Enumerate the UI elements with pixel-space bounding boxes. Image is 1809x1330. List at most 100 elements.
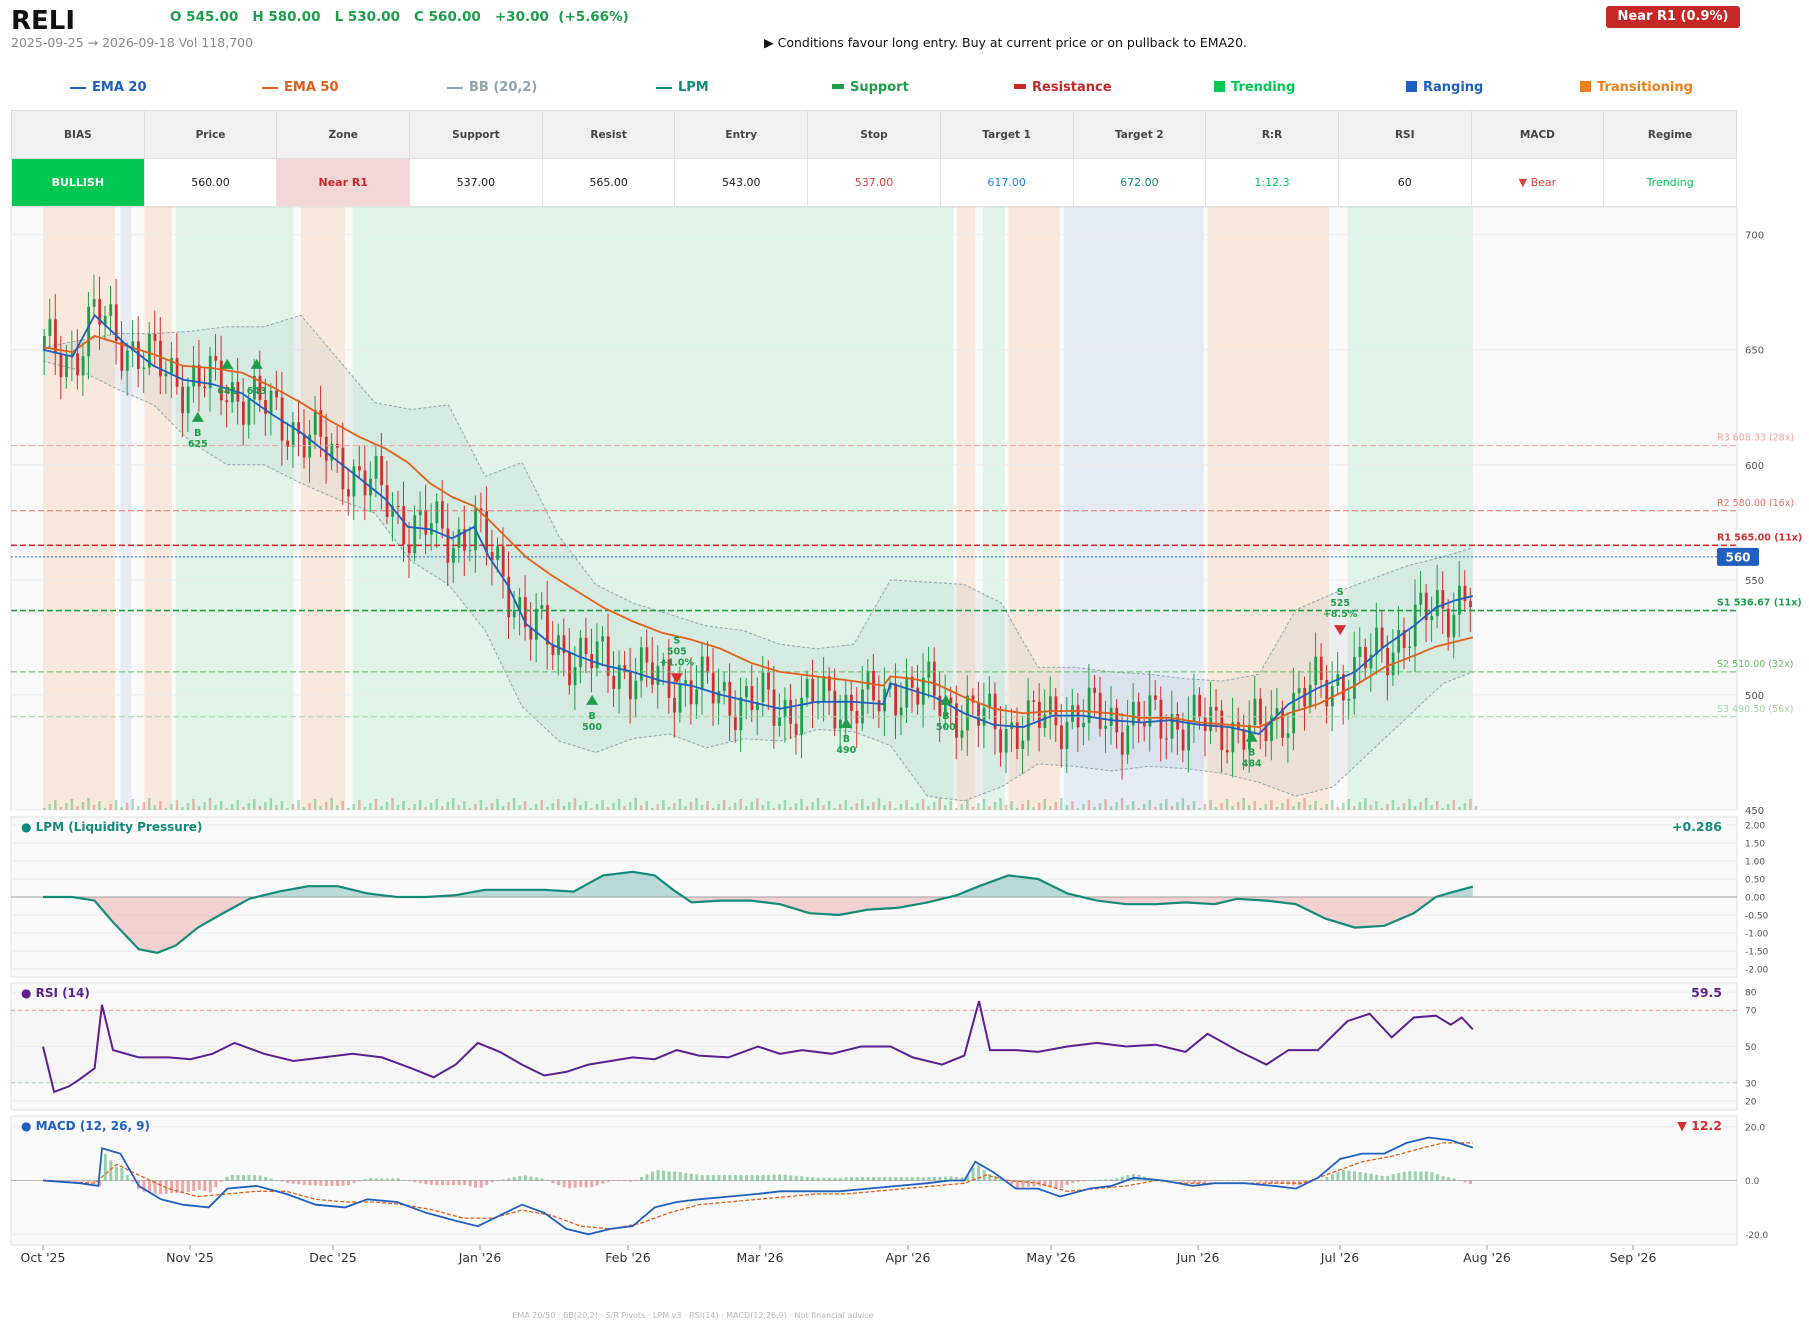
summary-header-cell: Target 2 <box>1072 110 1207 159</box>
candle-body <box>457 529 461 548</box>
candle-body <box>490 552 494 561</box>
candle-body <box>717 691 721 704</box>
marker-label: +1.0% <box>660 657 695 668</box>
candle-body <box>407 544 411 554</box>
volume-bar <box>341 801 344 810</box>
rsi-value: 59.5 <box>1691 985 1722 1000</box>
volume-bar <box>385 802 389 810</box>
volume-bar <box>761 805 765 810</box>
legend-item-resistance: Resistance <box>1014 80 1112 95</box>
volume-bar <box>1203 804 1207 810</box>
macd-histogram-bar <box>435 1180 439 1186</box>
summary-value-cell: 537.00 <box>409 158 543 207</box>
candle-body <box>485 511 488 553</box>
volume-bar <box>175 800 179 810</box>
lpm-value: +0.286 <box>1672 819 1722 834</box>
macd-histogram-bar <box>733 1175 737 1181</box>
candle-body <box>678 683 682 713</box>
price-tick-label: 450 <box>1745 806 1764 817</box>
macd-histogram-bar <box>529 1176 533 1181</box>
marker-label: 525 <box>1330 598 1350 609</box>
volume-bar <box>418 800 422 810</box>
volume-bar <box>546 807 549 810</box>
macd-histogram-bar <box>601 1180 605 1184</box>
volume-bar <box>59 807 63 810</box>
marker-label: 641 <box>217 386 237 397</box>
volume-bar <box>584 801 588 810</box>
candle-body <box>70 353 74 356</box>
macd-histogram-bar <box>407 1180 411 1182</box>
volume-bar <box>722 800 726 810</box>
volume-bar <box>684 806 687 810</box>
volume-bar <box>65 803 68 810</box>
candle-body <box>1060 725 1063 750</box>
summary-header-cell: RSI <box>1337 110 1472 159</box>
volume-bar <box>369 803 372 810</box>
volume-bar <box>424 807 427 810</box>
volume-bar <box>1413 806 1417 810</box>
macd-histogram-bar <box>910 1177 914 1181</box>
summary-value-cell: 672.00 <box>1072 158 1207 207</box>
macd-histogram-bar <box>534 1177 538 1181</box>
volume-bar <box>1087 800 1091 810</box>
legend-swatch-icon <box>1014 84 1026 89</box>
marker-label: 505 <box>667 646 687 657</box>
volume-bar <box>1281 803 1284 810</box>
macd-histogram-bar <box>1026 1180 1030 1187</box>
volume-bar <box>452 798 455 810</box>
summary-header-cell: R:R <box>1205 110 1339 159</box>
macd-histogram-bar <box>1220 1180 1224 1181</box>
candle-body <box>800 697 804 735</box>
volume-bar <box>1236 802 1240 810</box>
footnote: EMA 20/50 · BB(20,2) · S/R Pivots · LPM … <box>512 1311 874 1320</box>
macd-histogram-bar <box>1325 1176 1329 1181</box>
volume-bar <box>1364 798 1367 810</box>
macd-histogram-bar <box>264 1177 268 1181</box>
summary-header-cell: MACD <box>1470 110 1605 159</box>
volume-bar <box>899 804 903 810</box>
summary-header-cell: Regime <box>1603 110 1737 159</box>
candle-body <box>811 679 815 704</box>
candle-body <box>943 697 947 717</box>
candle-body <box>827 676 831 691</box>
volume-bar <box>1469 799 1472 810</box>
volume-bar <box>335 805 339 810</box>
candle-body <box>241 401 245 425</box>
volume-bar <box>1021 804 1024 810</box>
candle-body <box>562 635 566 654</box>
candle-body <box>966 695 969 731</box>
volume-bar <box>136 806 140 810</box>
bollinger-band-fill <box>43 315 1473 801</box>
legend-label: EMA 50 <box>284 80 339 95</box>
macd-histogram-bar <box>651 1171 655 1181</box>
macd-histogram-bar <box>319 1180 323 1186</box>
macd-histogram-bar <box>1369 1173 1373 1181</box>
macd-histogram-bar <box>219 1180 223 1182</box>
candle-body <box>319 410 323 437</box>
volume-bar <box>1004 805 1008 810</box>
candle-body <box>1154 695 1157 700</box>
candle-body <box>203 386 207 389</box>
sr-level-label: S2 510.00 (32x) <box>1717 659 1793 670</box>
macd-histogram-bar <box>1275 1180 1279 1184</box>
volume-bar <box>943 805 947 810</box>
candle-body <box>557 635 560 656</box>
macd-histogram-bar <box>1087 1180 1091 1181</box>
macd-histogram-bar <box>241 1175 245 1181</box>
volume-bar <box>833 808 836 810</box>
volume-bar <box>230 804 234 810</box>
candle-body <box>1214 706 1218 711</box>
macd-histogram-bar <box>380 1178 384 1181</box>
volume-bar <box>772 808 776 810</box>
candle-body <box>1137 701 1141 723</box>
volume-bar <box>241 807 245 810</box>
volume-bar <box>805 806 809 810</box>
regime-band-transitioning <box>956 207 976 810</box>
summary-header-cell: Stop <box>807 110 941 159</box>
macd-histogram-bar <box>131 1180 135 1182</box>
macd-histogram-bar <box>1336 1171 1340 1181</box>
macd-histogram-bar <box>971 1167 975 1181</box>
macd-line <box>42 1136 1474 1236</box>
candle-body <box>380 456 383 486</box>
candle-body <box>468 550 472 552</box>
